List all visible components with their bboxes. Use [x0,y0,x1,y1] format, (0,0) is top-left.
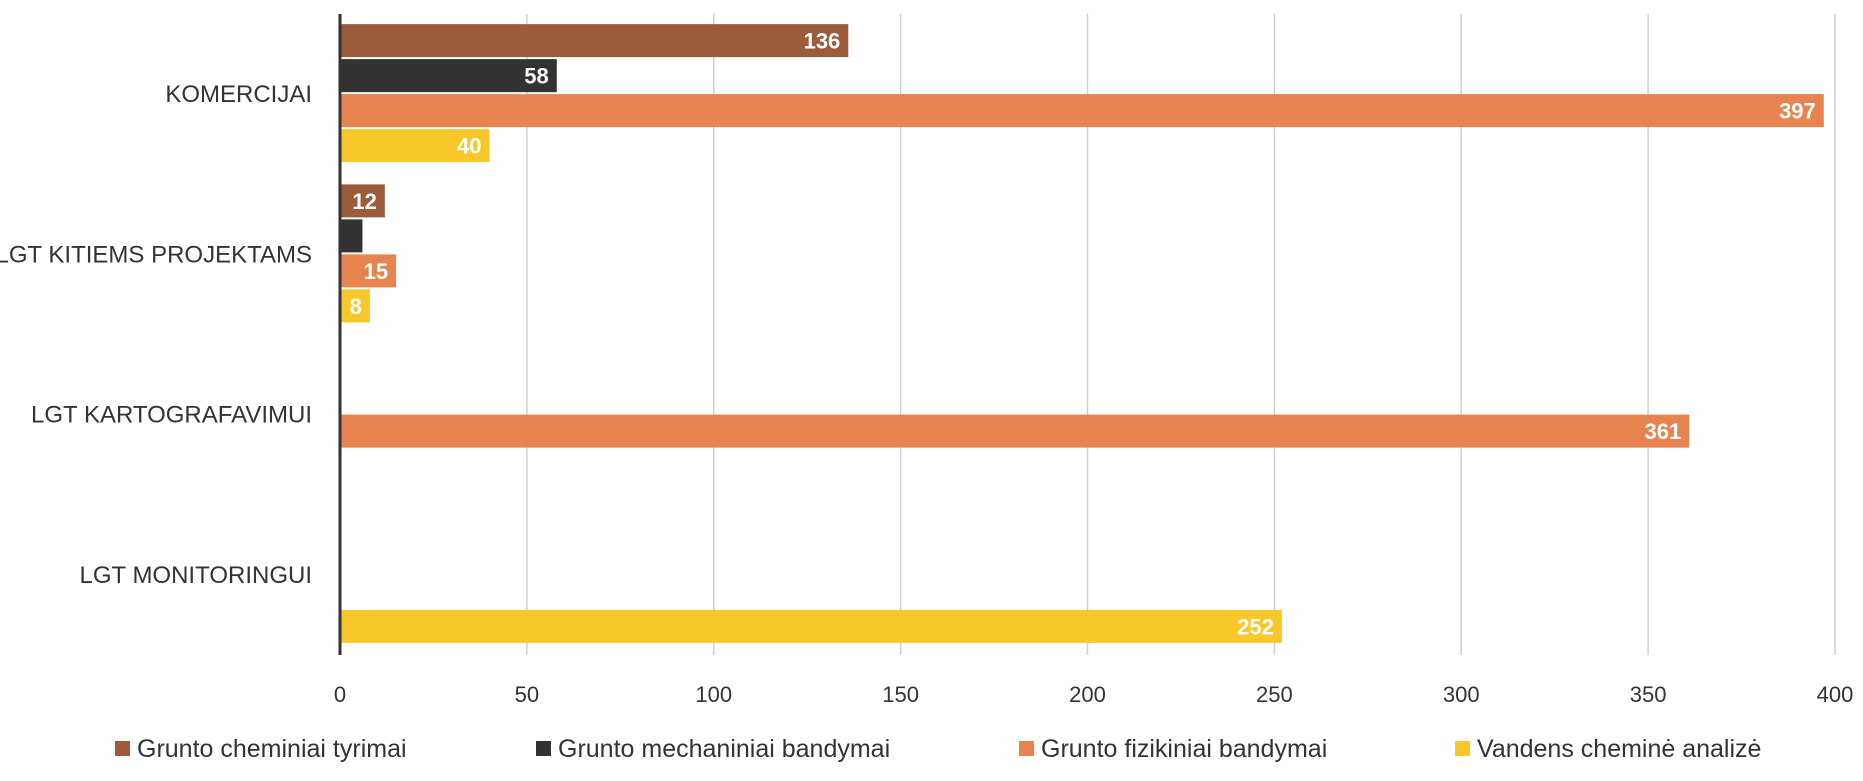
bar [340,219,363,253]
data-label: 12 [352,189,376,214]
x-tick-label: 200 [1069,682,1106,707]
bar [340,289,370,323]
bar [340,129,490,163]
data-labels: 136 58 397 40 12 158 361 252 [350,29,1816,640]
x-tick-label: 300 [1443,682,1480,707]
legend-label: Vandens cheminė analizė [1477,735,1761,763]
value-axis: 0 50 100 150 200 250 300 350 400 [334,682,1853,707]
legend-swatch [115,741,130,756]
data-label: 40 [457,134,481,159]
x-tick-label: 150 [882,682,919,707]
legend: Grunto cheminiai tyrimai Grunto mechanini… [115,735,1761,763]
x-tick-label: 0 [334,682,346,707]
bar [340,609,1282,643]
bar [340,184,385,218]
data-label: 8 [350,294,362,319]
legend-swatch [1019,741,1034,756]
bar-series [340,24,1824,643]
bar [340,414,1690,448]
data-label: 15 [364,259,388,284]
legend-swatch [1455,741,1470,756]
bar [340,24,849,58]
x-tick-label: 100 [695,682,732,707]
bar [340,59,557,93]
x-tick-label: 350 [1630,682,1667,707]
legend-label: Grunto mechaniniai bandymai [558,735,890,763]
legend-label: Grunto fizikiniai bandymai [1041,735,1327,763]
x-tick-label: 400 [1817,682,1854,707]
category-label: KOMERCIJAI [165,81,312,108]
category-label: LGT MONITORINGUI [80,562,312,589]
data-label: 397 [1779,99,1816,124]
bar [340,94,1824,128]
data-label: 361 [1645,419,1682,444]
bar [340,254,397,288]
data-label: 136 [804,29,841,54]
x-tick-label: 250 [1256,682,1293,707]
data-label: 252 [1237,614,1274,639]
x-tick-label: 50 [515,682,539,707]
category-label: LGT KARTOGRAFAVIMUI [31,402,312,429]
legend-swatch [536,741,551,756]
category-label: LGT KITIEMS PROJEKTAMS [0,241,312,268]
data-label: 58 [524,64,548,89]
category-axis: KOMERCIJAI LGT KITIEMS PROJEKTAMS LGT KART… [0,81,312,589]
legend-label: Grunto cheminiai tyrimai [137,735,407,763]
